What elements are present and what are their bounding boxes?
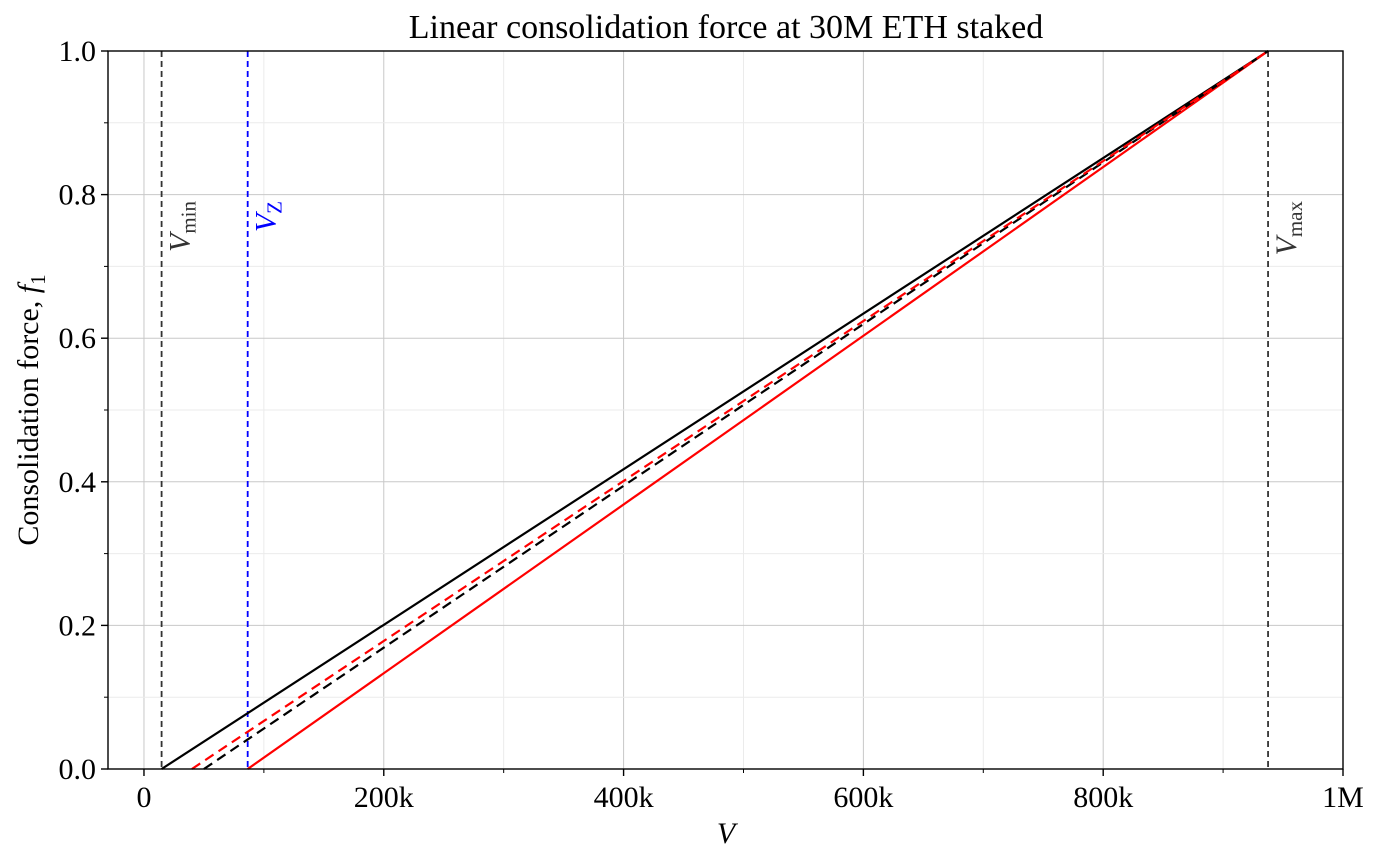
- y-tick-label-5: 1.0: [59, 35, 97, 68]
- series-red-dashed: [191, 50, 1269, 770]
- x-tick-label-5: 1M: [1322, 781, 1364, 814]
- y-axis-label-text: Consolidation force,: [12, 293, 45, 545]
- vmax-label-main: V: [1270, 233, 1303, 255]
- y-tick-label-4: 0.8: [59, 179, 97, 212]
- vz-label-main: V: [250, 210, 283, 232]
- x-tick-label-3: 600k: [833, 781, 893, 814]
- tick-labels: 0 200k 400k 600k 800k 1M 0.0 0.2 0.4 0.6 0.8 1.0: [59, 35, 1364, 814]
- vz-label-subscript: Z: [263, 201, 287, 214]
- vmin-label-subscript: min: [177, 201, 201, 234]
- chart-title: Linear consolidation force at 30M ETH st…: [409, 9, 1043, 46]
- x-tick-label-0: 0: [136, 781, 151, 814]
- vmax-label: Vmax: [1270, 201, 1307, 256]
- x-tick-label-4: 800k: [1073, 781, 1133, 814]
- axis-ticks: [101, 50, 1344, 776]
- x-tick-label-1: 200k: [354, 781, 414, 814]
- series-black-solid: [161, 50, 1269, 770]
- vmin-label: Vmin: [164, 201, 201, 252]
- series-black-dashed: [203, 50, 1269, 770]
- series-lines: [161, 50, 1269, 770]
- y-axis-label-subscript: 1: [26, 274, 50, 285]
- vmin-label-main: V: [164, 230, 197, 252]
- y-tick-label-3: 0.6: [59, 322, 97, 355]
- x-axis-label: V: [717, 817, 739, 850]
- x-tick-label-2: 400k: [594, 781, 654, 814]
- y-axis-label: Consolidation force, f1: [12, 274, 50, 545]
- vz-label: VZ: [250, 201, 287, 232]
- series-red-solid: [247, 50, 1269, 770]
- y-tick-label-2: 0.4: [59, 466, 97, 499]
- vmax-label-subscript: max: [1283, 201, 1307, 238]
- y-tick-label-1: 0.2: [59, 609, 97, 642]
- y-tick-label-0: 0.0: [59, 753, 97, 786]
